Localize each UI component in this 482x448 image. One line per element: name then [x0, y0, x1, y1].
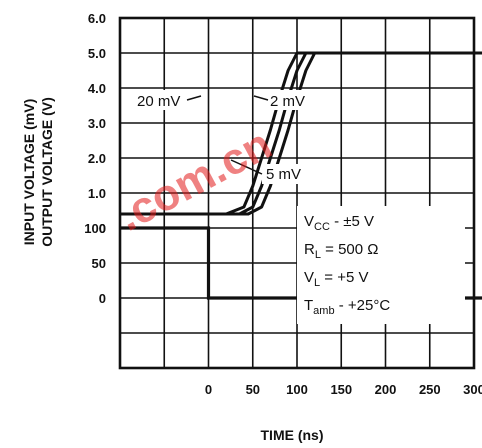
- tick-label-time: 300: [463, 382, 482, 397]
- tick-label-output: 2.0: [88, 151, 106, 166]
- annotation-leader-20mv: [186, 95, 202, 101]
- tick-label-time: 150: [330, 382, 352, 397]
- tick-label-output: 0: [99, 221, 106, 236]
- tick-label-input: 100: [84, 221, 106, 236]
- tick-label-output: 6.0: [88, 11, 106, 26]
- condition-vcc: VCC - ±5 V: [304, 213, 374, 233]
- tick-label-output: 4.0: [88, 81, 106, 96]
- tick-label-output: 1.0: [88, 186, 106, 201]
- test-conditions: VCC - ±5 V RL = 500 Ω VL = +5 V Tamb - +…: [297, 206, 465, 324]
- tick-label-time: 200: [375, 382, 397, 397]
- curve-20mv: [120, 51, 482, 216]
- y-axis-title-input: INPUT VOLTAGE (mV): [21, 99, 37, 245]
- curve-2mv: [120, 51, 482, 216]
- annotation-20mv: 20 mV: [137, 93, 180, 110]
- output-voltage-ticks: 6.0 5.0 4.0 3.0 2.0 1.0 0: [88, 11, 106, 236]
- time-ticks: 050100150200250300350: [205, 382, 482, 397]
- conditions-bg: [297, 206, 465, 324]
- annotation-bg-5mv: [262, 164, 316, 184]
- x-axis-title: TIME (ns): [261, 427, 324, 443]
- tick-label-time: 0: [205, 382, 212, 397]
- tick-label-input: 0: [99, 291, 106, 306]
- tick-label-time: 250: [419, 382, 441, 397]
- curve-5mv: [120, 51, 482, 216]
- plot-frame: [118, 16, 476, 370]
- input-voltage-ticks: 100 50 0: [84, 221, 106, 306]
- annotation-bg-2mv: [266, 90, 320, 110]
- tick-label-output: 5.0: [88, 46, 106, 61]
- condition-vl: VL = +5 V: [304, 269, 369, 289]
- annotations: 20 mV 2 mV 5 mV: [132, 90, 320, 184]
- tick-label-output: 3.0: [88, 116, 106, 131]
- annotation-2mv: 2 mV: [270, 93, 305, 110]
- tick-label-input: 50: [92, 256, 106, 271]
- annotation-leader-2mv: [253, 95, 269, 101]
- annotation-5mv: 5 mV: [266, 166, 301, 183]
- annotation-leader-5mv: [230, 159, 263, 175]
- tick-label-time: 50: [246, 382, 260, 397]
- tick-label-time: 100: [286, 382, 308, 397]
- y-axis-title-output: OUTPUT VOLTAGE (V): [39, 97, 55, 247]
- condition-rl: RL = 500 Ω: [304, 241, 378, 261]
- condition-tamb: Tamb - +25°C: [304, 297, 390, 317]
- annotation-bg-20mv: [132, 90, 192, 110]
- plot-border: [118, 16, 476, 370]
- response-curves: [120, 51, 482, 216]
